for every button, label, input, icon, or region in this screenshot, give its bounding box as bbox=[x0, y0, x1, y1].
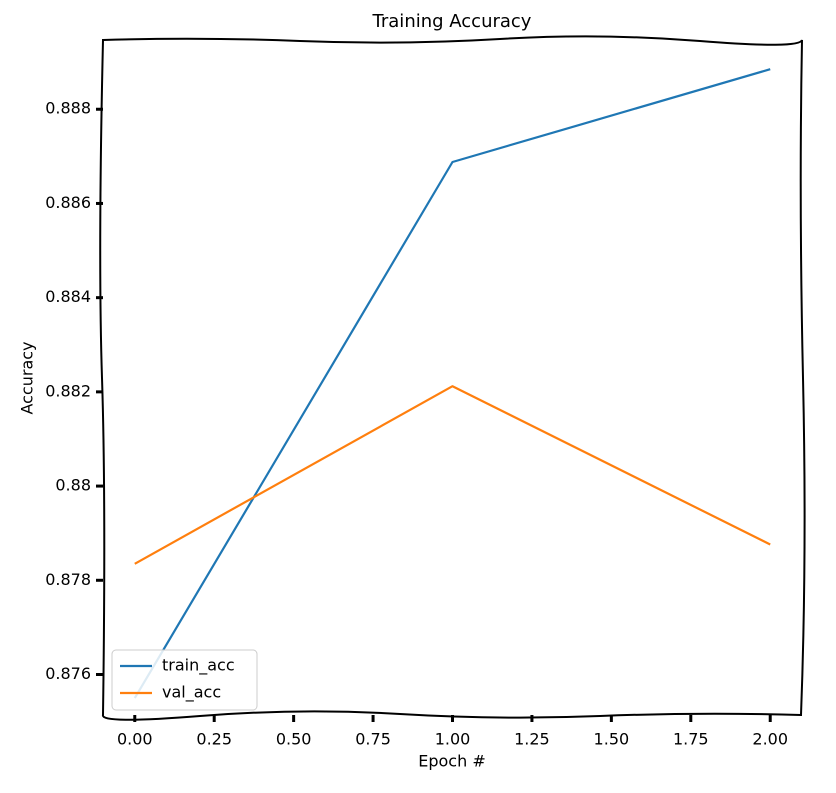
axes-frame bbox=[99, 35, 806, 721]
y-tick-label: 0.886 bbox=[45, 193, 91, 212]
x-tick-label: 1.75 bbox=[673, 730, 709, 749]
line-series bbox=[133, 68, 771, 699]
y-tick-label: 0.878 bbox=[45, 570, 91, 589]
x-tick-label: 2.00 bbox=[752, 730, 788, 749]
y-tick-label: 0.884 bbox=[45, 287, 91, 306]
x-tick-label: 0.00 bbox=[117, 730, 153, 749]
x-axis-label: Epoch # bbox=[418, 752, 485, 771]
x-tick-label: 0.75 bbox=[355, 730, 391, 749]
x-tick-label: 1.00 bbox=[435, 730, 471, 749]
x-tick-label: 0.50 bbox=[276, 730, 312, 749]
legend: train_acc val_acc bbox=[111, 649, 258, 711]
legend-label: train_acc bbox=[162, 656, 235, 676]
x-tick-label: 1.25 bbox=[514, 730, 550, 749]
y-tick-label: 0.88 bbox=[55, 476, 91, 495]
line-series bbox=[134, 385, 771, 565]
plot-area bbox=[133, 68, 771, 699]
legend-label: val_acc bbox=[162, 683, 221, 703]
x-tick-label: 0.25 bbox=[196, 730, 232, 749]
y-tick-label: 0.888 bbox=[45, 99, 91, 118]
y-tick-label: 0.876 bbox=[45, 664, 91, 683]
chart-title: Training Accuracy bbox=[372, 11, 532, 32]
x-tick-label: 1.50 bbox=[594, 730, 630, 749]
y-axis-label: Accuracy bbox=[18, 341, 37, 414]
y-tick-label: 0.882 bbox=[45, 381, 91, 400]
